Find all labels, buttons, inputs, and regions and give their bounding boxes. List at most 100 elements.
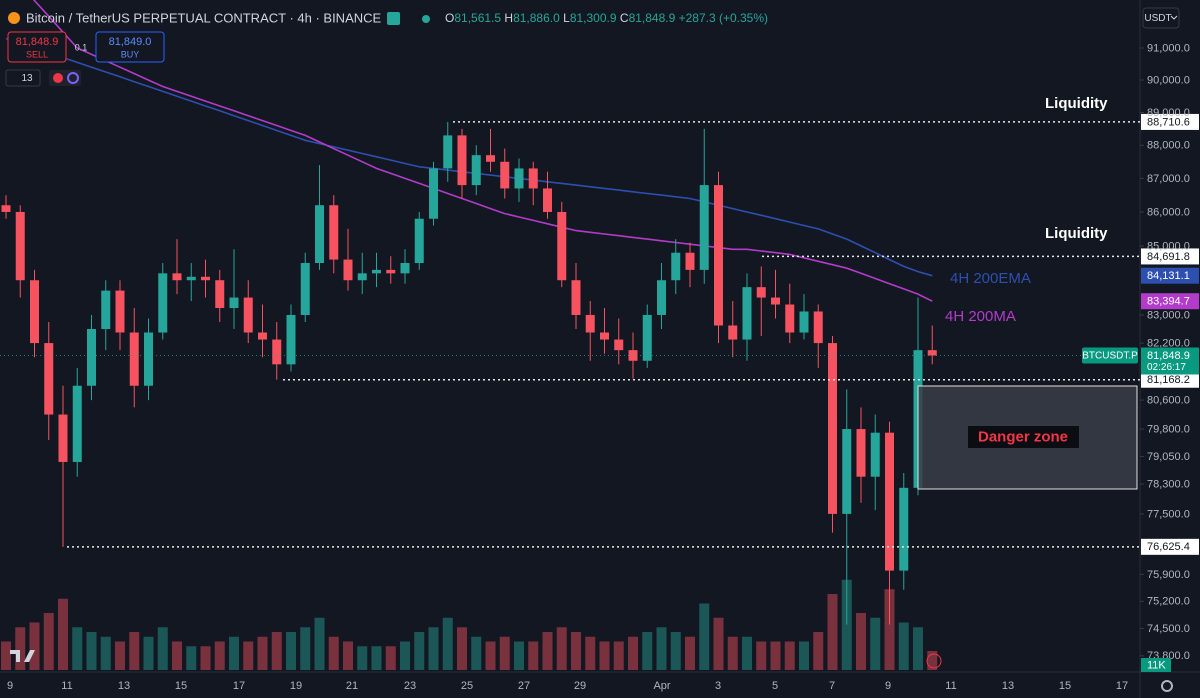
ma-tag-label: 84,131.1 <box>1147 270 1190 282</box>
logo-mark[interactable] <box>10 650 35 662</box>
volume-bar <box>229 636 239 670</box>
volume-bar <box>927 651 938 670</box>
ohlc-value: 81,848.9 <box>629 11 676 25</box>
ohlc-value: 81,886.0 <box>513 11 560 25</box>
candle-body <box>144 332 153 386</box>
candle-body <box>129 332 139 386</box>
volume-bar <box>214 641 225 670</box>
dropdown-icon[interactable] <box>1170 15 1178 20</box>
volume-bar <box>613 641 624 670</box>
level-tag-label: 84,691.8 <box>1147 251 1190 263</box>
currency[interactable]: USDT <box>1144 13 1171 24</box>
volume-bar <box>642 632 653 670</box>
flash-icon[interactable] <box>926 653 942 669</box>
buy-box[interactable] <box>95 31 165 63</box>
sell-price[interactable]: 81,848.9 <box>16 36 59 48</box>
candle-body <box>699 185 709 270</box>
volume-bar <box>143 636 154 670</box>
volume-bar <box>29 622 40 670</box>
x-tick-label: 11 <box>61 680 72 692</box>
sell-button[interactable]: 81,848.9 SELL <box>7 31 67 63</box>
buy-label[interactable]: BUY <box>121 49 140 59</box>
x-tick-label: 15 <box>175 680 187 692</box>
indicators-toggle[interactable] <box>5 69 41 87</box>
volume-bar <box>371 646 382 670</box>
candle-body <box>72 385 82 462</box>
volume-bar <box>813 632 824 670</box>
ema-label: 4H 200EMA <box>950 270 1031 287</box>
candle-body <box>229 297 239 308</box>
volume-bar <box>72 627 83 670</box>
candle-body <box>927 350 937 356</box>
candle-body <box>186 276 196 281</box>
countdown: 02:26:17 <box>1147 362 1186 373</box>
candle-body <box>671 252 681 281</box>
x-tick-label: 17 <box>233 680 245 692</box>
quantity[interactable]: 0.1 <box>75 42 88 52</box>
candle-body <box>543 188 552 212</box>
y-tick-label: 88,000.0 <box>1147 140 1190 152</box>
candle-body <box>657 280 666 315</box>
sell-box[interactable] <box>7 31 67 63</box>
candle-body <box>343 259 353 281</box>
volume-bar <box>385 646 396 670</box>
indicators-count[interactable]: 13 <box>21 73 33 84</box>
x-tick-label: 15 <box>1059 680 1071 692</box>
candle-body <box>386 269 396 274</box>
currency-selector[interactable] <box>1142 7 1180 29</box>
candle-body <box>201 276 210 281</box>
candle-body <box>357 273 367 281</box>
candle-body <box>471 155 481 186</box>
y-tick-label: 86,000.0 <box>1147 206 1190 218</box>
candle-body <box>642 314 652 361</box>
level-tag-label: 81,168.2 <box>1147 374 1190 386</box>
volume-bar <box>414 632 425 670</box>
error-icon[interactable] <box>53 73 63 83</box>
volume-bar <box>58 598 68 670</box>
candle-body <box>728 325 738 340</box>
candle-body <box>870 432 880 477</box>
candle-body <box>158 273 168 333</box>
candle-body <box>528 168 538 189</box>
settings-icon[interactable] <box>1161 680 1173 692</box>
plot-area <box>0 0 1140 670</box>
y-tick-label: 75,900.0 <box>1147 569 1190 581</box>
volume-bar <box>200 646 211 670</box>
candle-body <box>443 135 453 169</box>
moving-average-line <box>32 0 933 302</box>
ma-tag <box>1141 267 1199 284</box>
volume-bar <box>243 641 254 670</box>
price-tag-label: 81,848.9 <box>1147 350 1190 362</box>
danger-zone-label: Danger zone <box>978 428 1068 445</box>
y-tick-label: 79,050.0 <box>1147 451 1190 463</box>
ohlc-key: O <box>445 11 454 25</box>
price-tag <box>1141 347 1199 375</box>
volume-bar <box>571 632 581 670</box>
volume-bar <box>599 641 610 670</box>
flag-icon[interactable] <box>387 12 400 25</box>
candle-body <box>899 487 909 571</box>
symbol-title[interactable]: Bitcoin / TetherUS PERPETUAL CONTRACT · … <box>26 10 382 25</box>
sync-icon[interactable] <box>67 72 79 84</box>
buy-price[interactable]: 81,849.0 <box>109 36 152 48</box>
candle-body <box>742 287 752 340</box>
candle-body <box>842 429 852 514</box>
x-tick-label: 9 <box>7 680 13 692</box>
buy-button[interactable]: 81,849.0 BUY <box>95 31 165 63</box>
sell-label[interactable]: SELL <box>26 49 48 59</box>
volume-bar <box>157 627 168 670</box>
candle-body <box>828 343 837 514</box>
volume-bar <box>499 636 510 670</box>
candle-body <box>15 211 25 281</box>
ma-tag <box>1141 293 1199 310</box>
volume-bar <box>257 636 268 670</box>
volume-bar <box>770 641 781 670</box>
x-tick-label: Apr <box>653 680 670 692</box>
candle-body <box>500 161 510 189</box>
candle-body <box>400 263 410 274</box>
y-tick-label: 74,500.0 <box>1147 623 1190 635</box>
volume-bar <box>913 627 923 670</box>
candle-body <box>272 339 282 365</box>
volume-bar <box>15 627 26 670</box>
